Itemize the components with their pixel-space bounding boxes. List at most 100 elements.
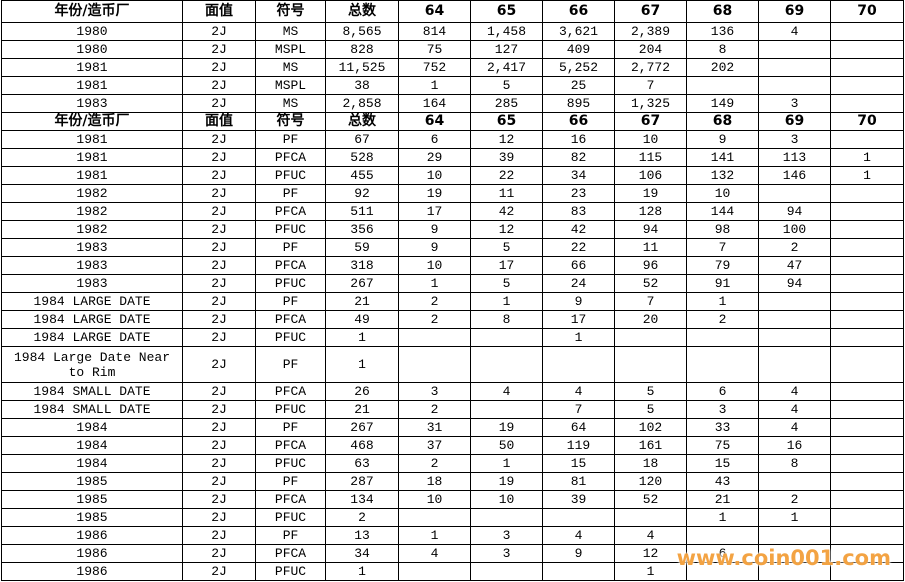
cell: 2J [182,472,256,491]
cell: 100 [758,220,831,239]
cell: 3,621 [542,22,615,41]
data-row: 1982 2J PFUC 356 9 12 42 94 98 100 [1,220,904,239]
cell: 1 [325,346,399,383]
cell: 12 [470,220,543,239]
cell [830,220,904,239]
cell: 82 [542,148,615,167]
cell: PFUC [255,220,326,239]
cell: 3 [758,94,831,113]
cell [830,130,904,149]
header-cell: 68 [686,112,759,131]
cell: 2J [182,328,256,347]
data-row: 1985 2J PF 287 18 19 81 120 43 [1,472,904,491]
cell: 4 [758,400,831,419]
cell: 5 [614,382,687,401]
cell: 102 [614,418,687,437]
cell [830,202,904,221]
data-row: 1985 2J PFUC 2 1 1 [1,508,904,527]
cell: 2 [758,238,831,257]
cell: 1980 [1,40,183,59]
cell: 1 [325,328,399,347]
cell: 96 [614,256,687,275]
cell: 42 [542,220,615,239]
cell: 1984 [1,454,183,473]
cell: PFCA [255,436,326,455]
cell: 2J [182,40,256,59]
cell: PF [255,184,326,203]
cell: 10 [398,166,471,185]
data-row: 1984 Large Date Near to Rim 2J PF 1 [1,346,904,383]
cell: 2J [182,526,256,545]
cell: 39 [470,148,543,167]
data-row: 1984 LARGE DATE 2J PFUC 1 1 [1,328,904,347]
cell [830,310,904,329]
cell: 98 [686,220,759,239]
cell: 75 [686,436,759,455]
cell: 8 [758,454,831,473]
cell: 814 [398,22,471,41]
cell: 2 [398,292,471,311]
cell: 9 [398,220,471,239]
cell: 21 [325,292,399,311]
cell: 828 [325,40,399,59]
cell: 5 [614,400,687,419]
cell: 94 [758,202,831,221]
cell: PFCA [255,148,326,167]
cell: 1,325 [614,94,687,113]
cell: 1982 [1,220,183,239]
cell: 52 [614,274,687,293]
header-cell: 69 [758,112,831,131]
cell: 4 [758,382,831,401]
cell [470,508,543,527]
cell [830,472,904,491]
cell: 22 [542,238,615,257]
header-cell: 70 [830,112,904,131]
cell [830,490,904,509]
data-row: 1983 2J PFUC 267 1 5 24 52 91 94 [1,274,904,293]
cell: 318 [325,256,399,275]
cell: 34 [325,544,399,563]
cell: 19 [470,418,543,437]
data-row: 1985 2J PFCA 134 10 10 39 52 21 2 [1,490,904,509]
data-row: 1984 2J PFCA 468 37 50 119 161 75 16 [1,436,904,455]
cell: PFUC [255,508,326,527]
cell: 1985 [1,490,183,509]
cell: 43 [686,472,759,491]
cell: 37 [398,436,471,455]
cell [830,94,904,113]
cell: 1 [398,274,471,293]
cell [830,436,904,455]
cell: PF [255,292,326,311]
cell: PFUC [255,166,326,185]
cell: 1984 SMALL DATE [1,382,183,401]
cell: 2J [182,544,256,563]
cell: 468 [325,436,399,455]
cell: 1 [686,292,759,311]
header-cell: 总数 [325,112,399,131]
cell: 34 [542,166,615,185]
cell: 409 [542,40,615,59]
cell: 2J [182,508,256,527]
cell [830,418,904,437]
cell: 1981 [1,58,183,77]
cell: 132 [686,166,759,185]
cell: 3 [470,544,543,563]
cell: 1981 [1,76,183,95]
cell: 1984 LARGE DATE [1,292,183,311]
cell: 19 [398,184,471,203]
cell: 38 [325,76,399,95]
cell: MSPL [255,40,326,59]
cell: 66 [542,256,615,275]
cell: 21 [325,400,399,419]
data-row: 1982 2J PF 92 19 11 23 19 10 [1,184,904,203]
cell: 6 [686,382,759,401]
header-row: 年份/造币厂 面值 符号 总数 64 65 66 67 68 69 70 [1,0,904,23]
cell: 128 [614,202,687,221]
header-cell: 总数 [325,0,399,23]
cell: 31 [398,418,471,437]
header-cell: 面值 [182,0,256,23]
cell: 9 [398,238,471,257]
cell: 2 [398,454,471,473]
header-cell: 68 [686,0,759,23]
